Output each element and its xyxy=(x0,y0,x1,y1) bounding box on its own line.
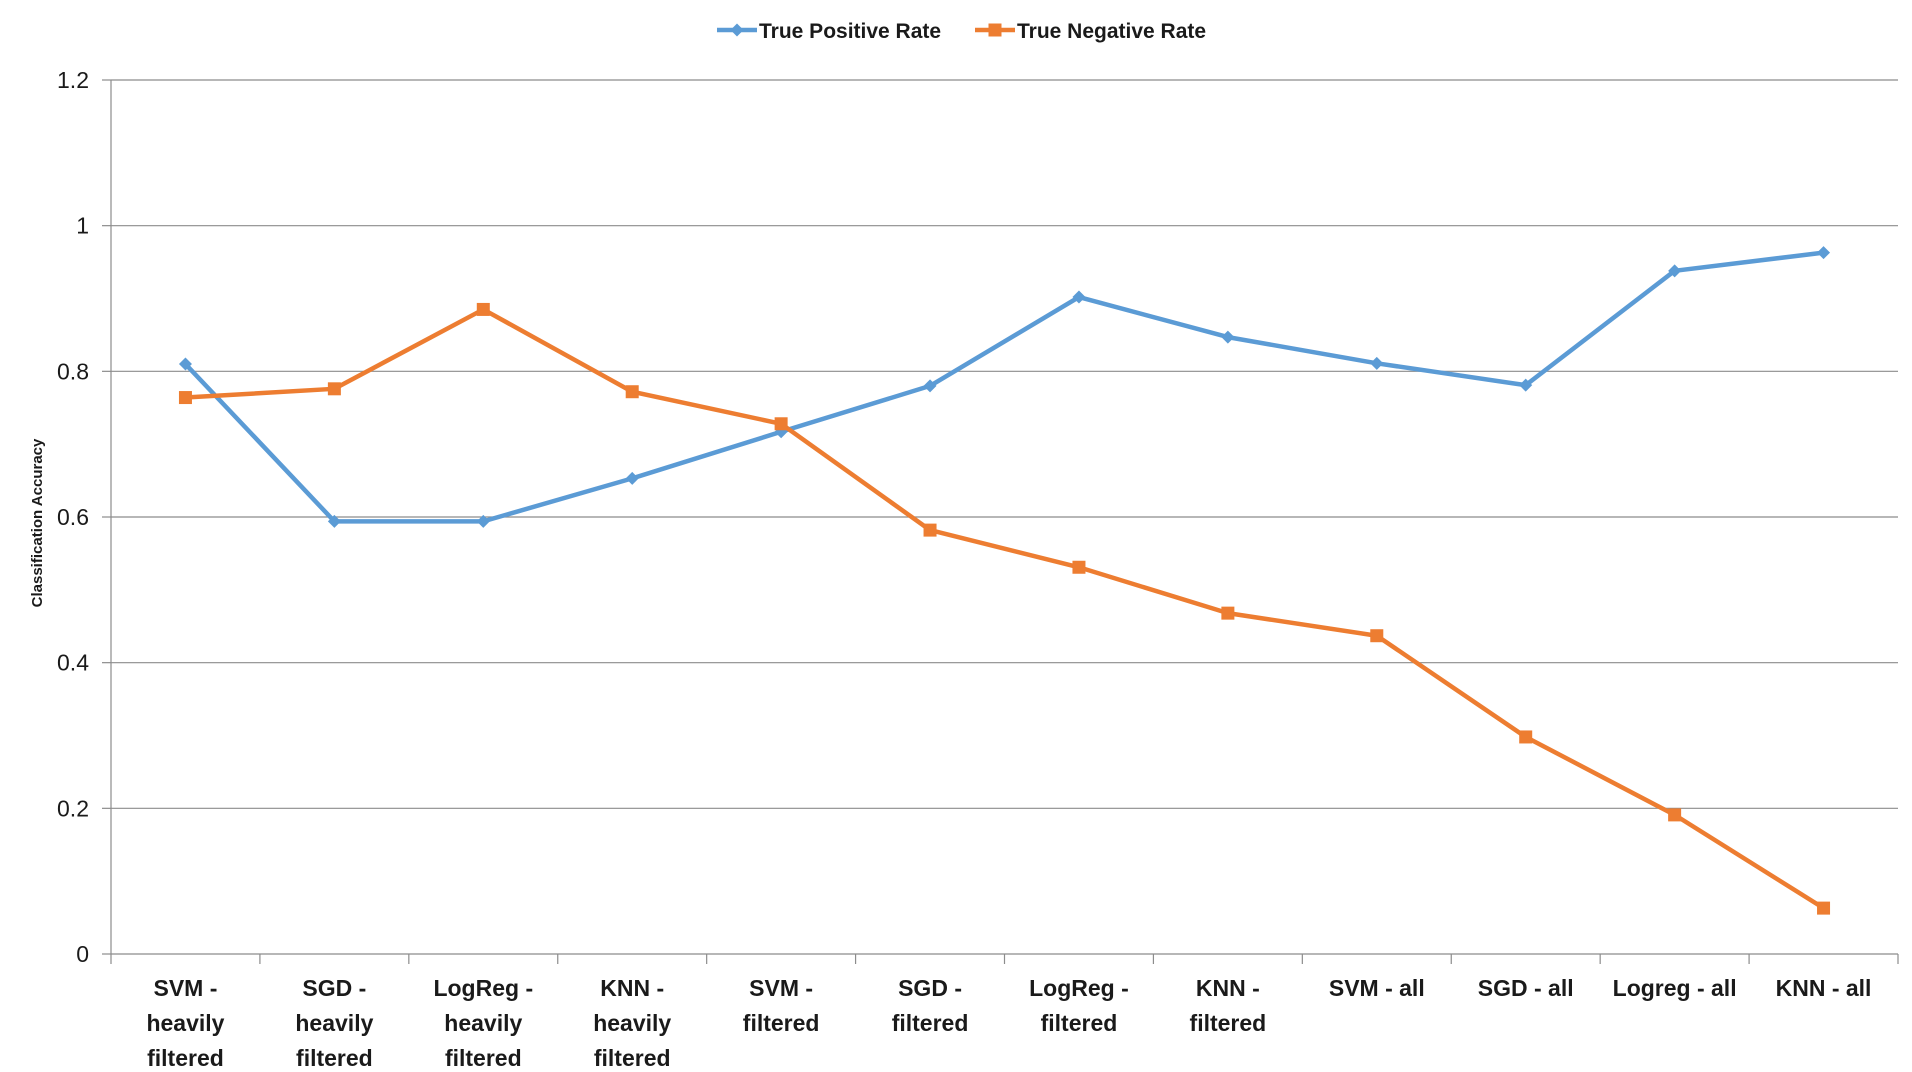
legend-marker xyxy=(988,23,1002,37)
data-point-marker xyxy=(178,391,192,405)
x-tick-label: SVM - filtered xyxy=(743,975,820,1036)
x-tick-label: SGD - filtered xyxy=(892,975,969,1036)
x-tick-label: KNN - all xyxy=(1776,975,1872,1001)
y-tick-label: 0.4 xyxy=(57,650,89,676)
y-tick-labels: 0 0.2 0.4 0.6 0.8 1 1.2 xyxy=(57,67,89,967)
data-point-marker xyxy=(1072,290,1086,304)
y-tick-label: 1.2 xyxy=(57,67,89,93)
x-tick-label-line: heavily xyxy=(444,1010,522,1036)
x-tick-label: SGD - all xyxy=(1478,975,1574,1001)
legend-item: True Positive Rate xyxy=(717,20,941,43)
x-tick-label-line: heavily xyxy=(295,1010,373,1036)
series-true-positive-rate xyxy=(178,246,1831,528)
data-point-marker xyxy=(327,382,341,396)
data-point-marker xyxy=(923,379,937,393)
x-tick-label-line: SGD - all xyxy=(1478,975,1574,1001)
y-tick-label: 0.2 xyxy=(57,795,89,821)
x-tick-label-line: KNN - all xyxy=(1776,975,1872,1001)
data-point-marker xyxy=(923,523,937,537)
x-tick-label-line: heavily xyxy=(146,1010,224,1036)
data-point-marker xyxy=(1221,606,1235,620)
x-tick-label-line: SVM - all xyxy=(1329,975,1425,1001)
x-tick-label: LogReg - filtered xyxy=(1029,975,1129,1036)
data-point-marker xyxy=(1817,246,1831,260)
data-point-marker xyxy=(1519,378,1533,392)
x-tick-label-line: filtered xyxy=(743,1010,820,1036)
x-tick-label-line: filtered xyxy=(147,1045,224,1071)
legend-label: True Positive Rate xyxy=(759,20,941,43)
x-tick-label-line: SVM - xyxy=(749,975,813,1001)
data-point-marker xyxy=(1668,808,1682,822)
x-tick-label: KNN - filtered xyxy=(1190,975,1267,1036)
data-point-marker xyxy=(327,514,341,528)
x-tick-label-line: KNN - xyxy=(600,975,664,1001)
y-tick-label: 1 xyxy=(76,213,89,239)
data-point-marker xyxy=(476,514,490,528)
x-tick-label: LogReg - heavily filtered xyxy=(433,975,533,1071)
series xyxy=(178,246,1831,915)
data-point-marker xyxy=(774,417,788,431)
x-tick-label-line: filtered xyxy=(1190,1010,1267,1036)
data-point-marker xyxy=(1519,730,1533,744)
x-tick-label-line: filtered xyxy=(892,1010,969,1036)
x-tick-label: SVM - heavily filtered xyxy=(146,975,224,1071)
x-tick-label: SVM - all xyxy=(1329,975,1425,1001)
series-true-negative-rate xyxy=(178,302,1831,915)
series-line xyxy=(183,250,1824,524)
legend: True Positive Rate True Negative Rate xyxy=(717,20,1206,43)
y-tick-label: 0 xyxy=(76,941,89,967)
x-tick-label-line: heavily xyxy=(593,1010,671,1036)
x-tick-label: Logreg - all xyxy=(1613,975,1737,1001)
x-tick-label: KNN - heavily filtered xyxy=(593,975,671,1071)
data-point-marker xyxy=(1072,560,1086,574)
x-tick-label-line: filtered xyxy=(594,1045,671,1071)
data-point-marker xyxy=(1370,629,1384,643)
y-tick-label: 0.8 xyxy=(57,358,89,384)
x-tick-label-line: SGD - xyxy=(898,975,962,1001)
x-tick-label-line: SGD - xyxy=(302,975,366,1001)
data-point-marker xyxy=(1817,901,1831,915)
x-tick-label-line: filtered xyxy=(296,1045,373,1071)
x-tick-label-line: Logreg - all xyxy=(1613,975,1737,1001)
axes xyxy=(102,79,1899,964)
y-tick-label: 0.6 xyxy=(57,504,89,530)
data-point-marker xyxy=(1370,356,1384,370)
data-point-marker xyxy=(625,471,639,485)
legend-marker xyxy=(730,23,744,37)
y-axis-label: Classification Accuracy xyxy=(29,438,46,607)
data-point-marker xyxy=(476,302,490,316)
data-point-marker xyxy=(178,357,192,371)
x-tick-label-line: filtered xyxy=(445,1045,522,1071)
x-tick-label-line: LogReg - xyxy=(433,975,533,1001)
legend-item: True Negative Rate xyxy=(975,20,1206,43)
x-tick-label-line: LogReg - xyxy=(1029,975,1129,1001)
x-tick-label-line: KNN - xyxy=(1196,975,1260,1001)
data-point-marker xyxy=(1221,330,1235,344)
x-tick-label: SGD - heavily filtered xyxy=(295,975,373,1071)
data-point-marker xyxy=(625,385,639,399)
series-line xyxy=(185,307,1825,911)
x-tick-label-line: filtered xyxy=(1041,1010,1118,1036)
x-tick-labels: SVM - heavily filtered SGD - heavily filtered… xyxy=(146,975,1871,1071)
gridlines xyxy=(111,79,1898,809)
x-tick-label-line: SVM - xyxy=(154,975,218,1001)
data-point-marker xyxy=(1668,264,1682,278)
legend-label: True Negative Rate xyxy=(1017,20,1206,43)
